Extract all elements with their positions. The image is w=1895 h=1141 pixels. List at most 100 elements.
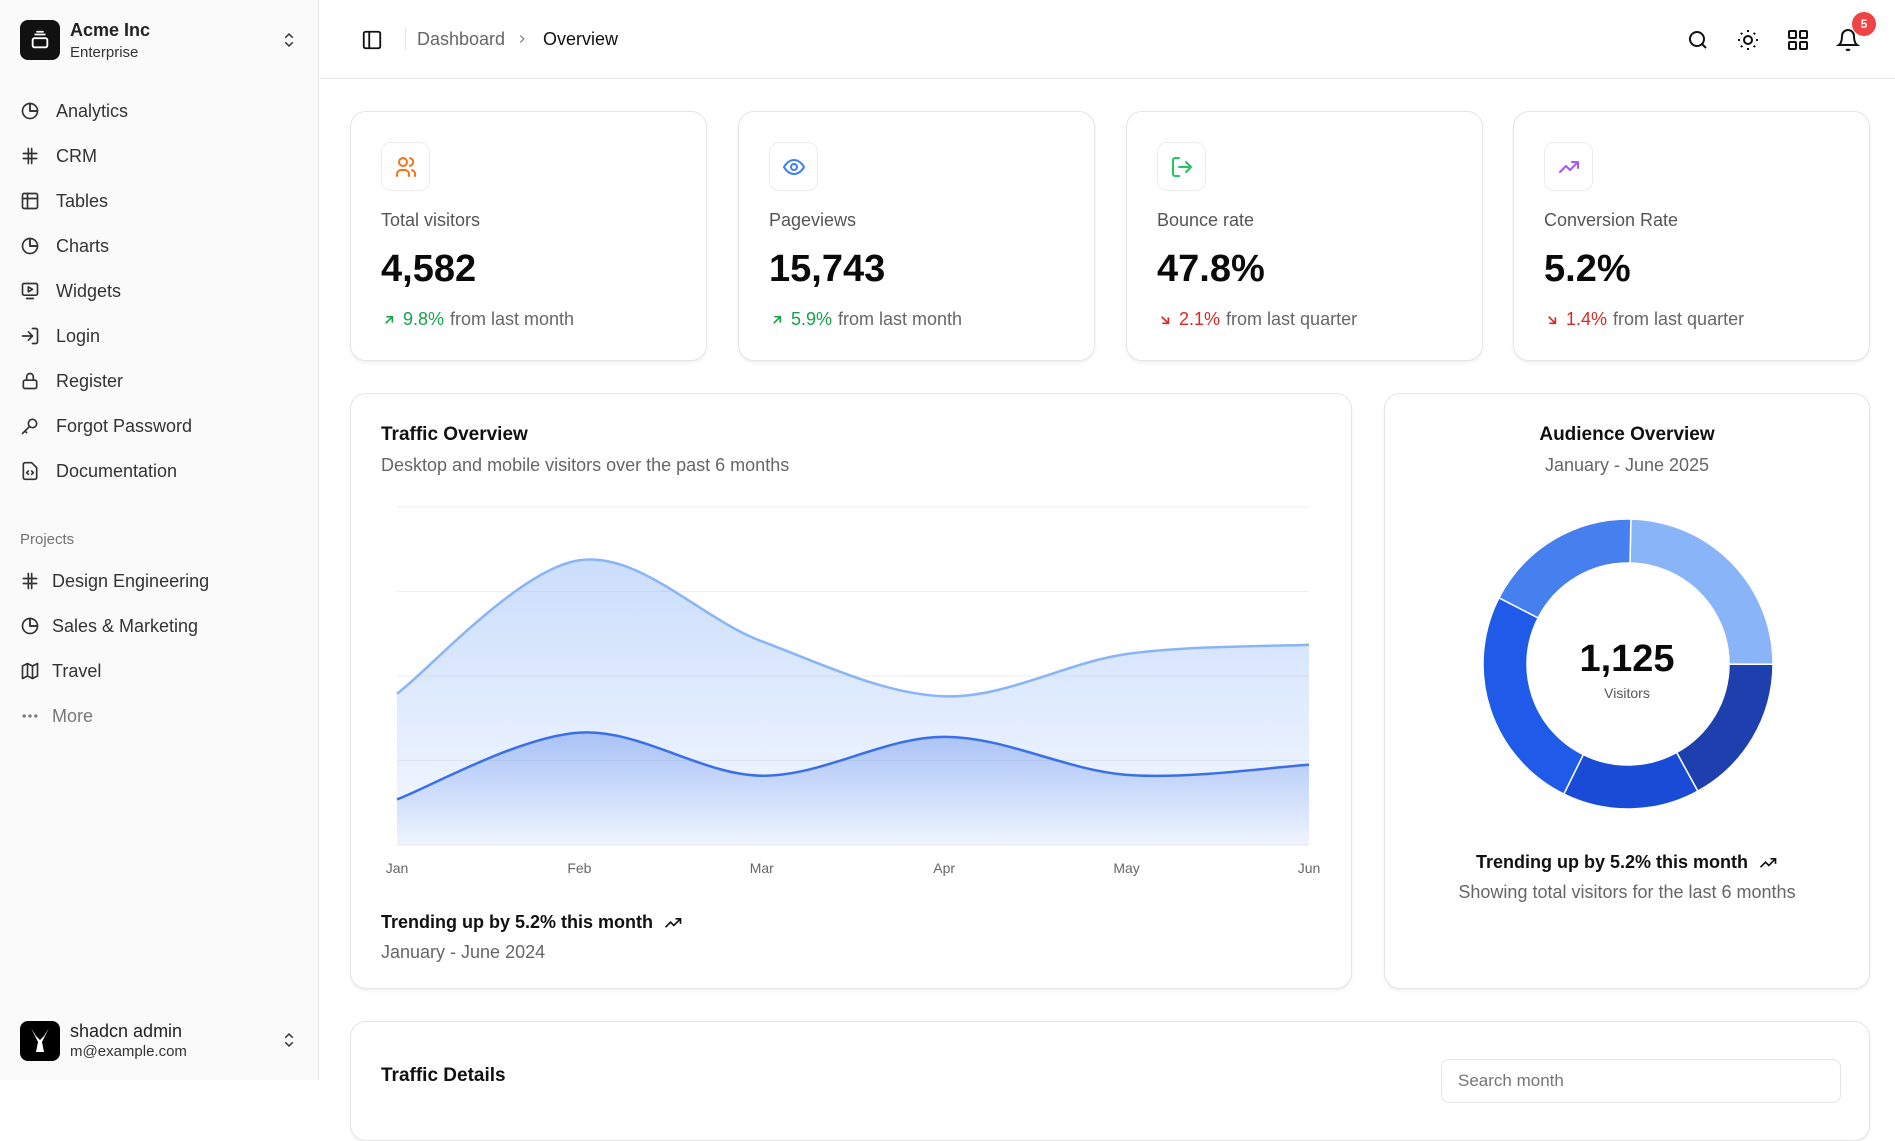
audience-donut-chart [1482, 518, 1774, 810]
eye-icon [782, 158, 805, 175]
stat-change-value: 5.9% [791, 309, 833, 329]
log-out-icon [1171, 156, 1192, 177]
donut-slice[interactable] [1675, 663, 1774, 793]
donut-slice[interactable] [1497, 518, 1632, 619]
trending-up-icon [1558, 160, 1579, 173]
stat-value: 15,743 [769, 248, 886, 290]
stat-change: 2.1% from last quarter [1157, 309, 1357, 330]
stat-change: 1.4% from last quarter [1544, 309, 1744, 330]
team-logo [20, 20, 60, 60]
stat-change-suffix: from last quarter [1613, 309, 1745, 329]
traffic-overview-card: Traffic Overview Desktop and mobile visi… [350, 393, 1352, 989]
chevrons-up-down-icon [284, 32, 294, 48]
projects-label: Projects [20, 531, 75, 548]
search-icon[interactable] [1686, 28, 1710, 52]
bell-icon[interactable] [1836, 28, 1860, 52]
x-tick-label: Jan [386, 860, 409, 876]
stat-card: Bounce rate 47.8% 2.1% from last quarter [1126, 111, 1483, 361]
stat-change-value: 2.1% [1179, 309, 1221, 329]
sidebar-item-forgot-password[interactable]: Forgot Password [20, 408, 300, 444]
divider [405, 28, 406, 50]
sidebar-item-crm[interactable]: CRM [20, 138, 300, 174]
stat-icon-box [769, 142, 818, 191]
pie-chart-icon [21, 102, 39, 120]
trend-text: Trending up by 5.2% this month [381, 912, 654, 932]
stat-value: 47.8% [1157, 248, 1265, 290]
file-code-icon [22, 461, 38, 481]
sidebar-item-analytics[interactable]: Analytics [20, 93, 300, 129]
audience-trend: Trending up by 5.2% this month [1385, 852, 1869, 873]
project-item[interactable]: Travel [20, 653, 300, 689]
stat-label: Conversion Rate [1544, 210, 1679, 230]
stat-change-suffix: from last month [450, 309, 575, 329]
project-item-label: Design Engineering [52, 570, 210, 591]
arrow-down-icon [1548, 315, 1557, 324]
stat-change: 9.8% from last month [381, 309, 574, 330]
sidebar-item-tables[interactable]: Tables [20, 183, 300, 219]
project-item-label: Travel [52, 660, 102, 681]
notification-badge: 5 [1852, 12, 1876, 36]
sidebar-item-label: Login [56, 325, 101, 346]
sidebar-item-charts[interactable]: Charts [20, 228, 300, 264]
table-icon [21, 192, 39, 210]
details-title: Traffic Details [381, 1065, 506, 1086]
key-icon [21, 418, 38, 435]
hash-icon [22, 572, 38, 590]
stat-card: Conversion Rate 5.2% 1.4% from last quart… [1513, 111, 1870, 361]
team-name: Acme Inc [70, 20, 151, 40]
team-plan: Enterprise [70, 44, 139, 61]
project-item[interactable]: More [20, 698, 300, 734]
user-email: m@example.com [70, 1043, 187, 1060]
traffic-area-chart: Jan Feb Mar Apr May Jun [386, 506, 1321, 876]
sun-icon[interactable] [1736, 28, 1760, 52]
breadcrumb-dashboard[interactable]: Dashboard [417, 29, 506, 49]
donut-slice[interactable] [1562, 751, 1699, 810]
sidebar-item-documentation[interactable]: Documentation [20, 453, 300, 489]
audience-title: Audience Overview [1539, 424, 1715, 445]
pie-chart-icon [21, 617, 39, 635]
stat-card: Pageviews 15,743 5.9% from last month [738, 111, 1095, 361]
map-icon [21, 662, 39, 680]
pie-chart-icon [21, 237, 39, 255]
search-month-input[interactable] [1441, 1059, 1841, 1103]
sidebar-item-register[interactable]: Register [20, 363, 300, 399]
monitor-play-icon [21, 282, 39, 300]
x-tick-label: Jun [1298, 860, 1321, 876]
sidebar-toggle-icon[interactable] [361, 29, 383, 51]
stat-label: Pageviews [769, 210, 857, 230]
users-icon [395, 156, 416, 177]
traffic-range: January - June 2024 [381, 942, 546, 962]
stat-label: Bounce rate [1157, 210, 1255, 230]
sidebar-item-label: Tables [56, 190, 109, 211]
user-name: shadcn admin [70, 1021, 183, 1041]
sidebar-item-label: Charts [56, 235, 110, 256]
sidebar-item-widgets[interactable]: Widgets [20, 273, 300, 309]
hash-icon [22, 147, 38, 165]
audience-range: January - June 2025 [1544, 455, 1710, 475]
sidebar: Acme Inc Enterprise Analytics CRM Tables Ch… [0, 0, 319, 1080]
project-item[interactable]: Sales & Marketing [20, 608, 300, 644]
sidebar-item-label: Widgets [56, 280, 122, 301]
grid-icon[interactable] [1786, 28, 1810, 52]
stat-change-value: 1.4% [1566, 309, 1608, 329]
sidebar-item-login[interactable]: Login [20, 318, 300, 354]
stat-label: Total visitors [381, 210, 481, 230]
more-horizontal-icon [22, 714, 38, 718]
stat-icon-box [1157, 142, 1206, 191]
area-line-series-2 [396, 731, 1310, 801]
traffic-trend: Trending up by 5.2% this month [381, 912, 683, 933]
project-item[interactable]: Design Engineering [20, 563, 300, 599]
traffic-subtitle: Desktop and mobile visitors over the pas… [381, 455, 790, 475]
stat-value: 5.2% [1544, 248, 1631, 290]
trending-up-icon [1759, 857, 1777, 868]
stat-icon-box [381, 142, 430, 191]
area-fill-series-2 [397, 732, 1309, 845]
stat-change-suffix: from last quarter [1226, 309, 1358, 329]
arrow-down-icon [1161, 315, 1170, 324]
x-tick-label: Mar [750, 860, 774, 876]
stat-value: 4,582 [381, 248, 477, 290]
log-in-icon [21, 327, 39, 345]
area-line-series-1 [396, 558, 1310, 698]
traffic-title: Traffic Overview [381, 424, 528, 445]
sidebar-item-label: Forgot Password [56, 415, 193, 436]
